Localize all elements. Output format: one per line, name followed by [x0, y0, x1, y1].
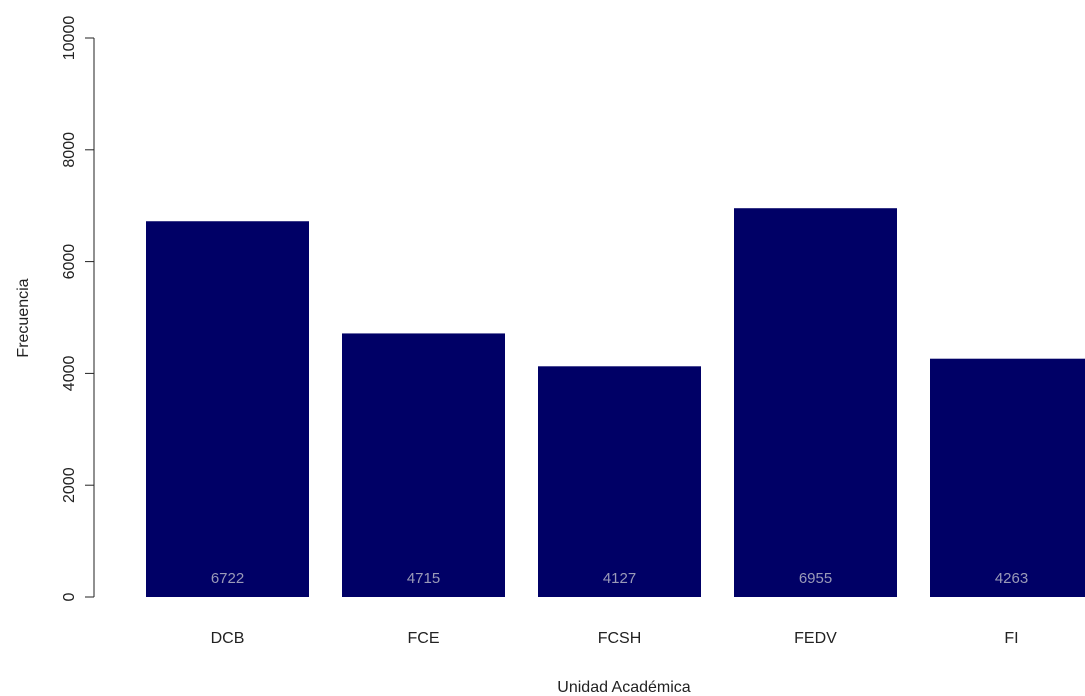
x-category-label: FI — [1004, 630, 1018, 647]
y-tick-label: 6000 — [61, 244, 78, 280]
bar — [930, 358, 1085, 597]
bar — [538, 366, 701, 597]
y-axis-title: Frecuencia — [15, 278, 32, 357]
x-category-label: FCSH — [598, 630, 642, 647]
y-axis: 0 2000 4000 6000 8000 10000 — [61, 16, 95, 601]
y-tick-label: 8000 — [61, 132, 78, 168]
y-tick-label: 0 — [61, 592, 78, 601]
y-tick-label: 10000 — [61, 16, 78, 61]
y-tick-label: 2000 — [61, 467, 78, 503]
x-axis-title: Unidad Académica — [557, 679, 691, 696]
bar-data-label: 4127 — [603, 570, 636, 587]
bar — [342, 333, 505, 597]
x-axis-labels: DCB FCE FCSH FEDV FI — [211, 630, 1019, 647]
x-category-label: DCB — [211, 630, 245, 647]
bar — [146, 221, 309, 597]
x-category-label: FEDV — [794, 630, 837, 647]
y-tick-label: 4000 — [61, 356, 78, 392]
bars-group: 6722 4715 4127 6955 4263 — [146, 208, 1085, 597]
bar — [734, 208, 897, 597]
bar-data-label: 4263 — [995, 570, 1028, 587]
x-category-label: FCE — [408, 630, 440, 647]
bar-data-label: 4715 — [407, 570, 440, 587]
bar-data-label: 6722 — [211, 570, 244, 587]
bar-data-label: 6955 — [799, 570, 832, 587]
